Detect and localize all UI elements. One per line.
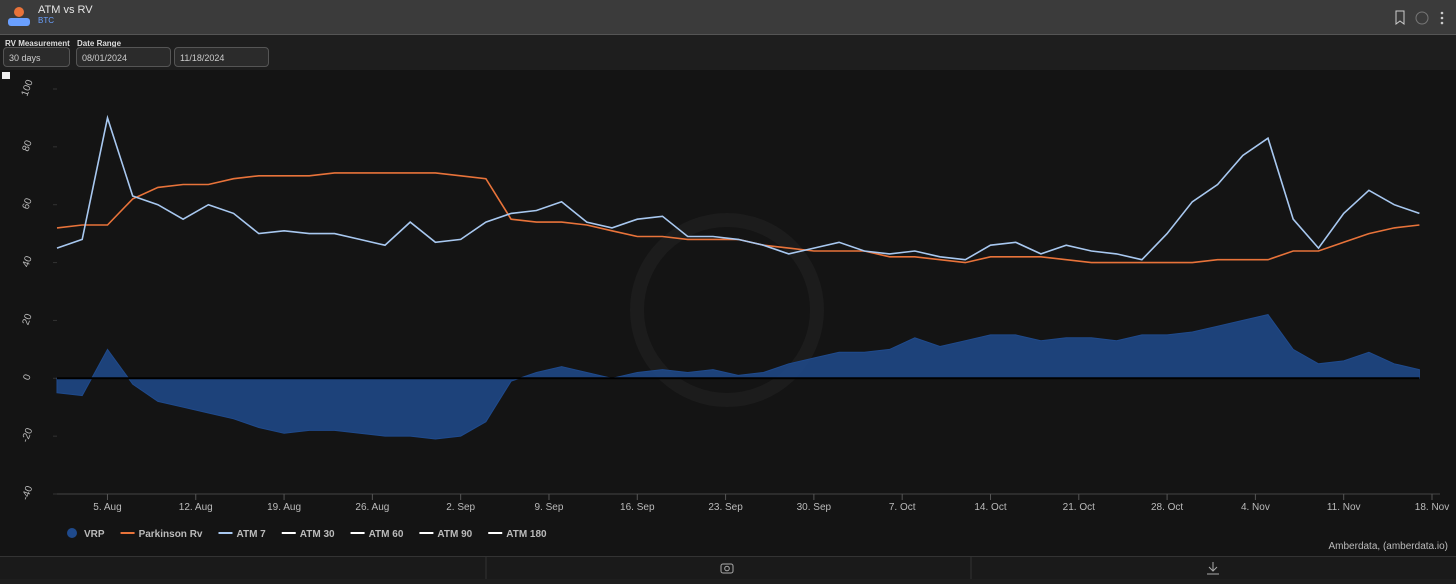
subtitle: BTC <box>38 16 54 25</box>
x-tick-label: 16. Sep <box>620 502 655 513</box>
legend-label: Parkinson Rv <box>139 529 203 540</box>
credit: Amberdata, (amberdata.io) <box>1328 541 1448 552</box>
footer <box>0 556 1456 579</box>
x-tick-label: 30. Sep <box>797 502 832 513</box>
watermark <box>630 213 824 407</box>
footer-icons[interactable] <box>0 557 1456 579</box>
x-tick-label: 19. Aug <box>267 502 301 513</box>
control-label: RV Measurement <box>5 39 70 48</box>
rv-input[interactable]: 30 days <box>3 47 70 67</box>
y-tick-label: 80 <box>21 138 35 153</box>
y-tick-label: -20 <box>20 426 35 444</box>
logo <box>8 7 30 26</box>
legend-label: ATM 30 <box>300 529 335 540</box>
header: ATM vs RV BTC <box>0 0 1456 35</box>
y-tick-label: 60 <box>21 196 35 211</box>
date-to[interactable]: 11/18/2024 <box>174 47 269 67</box>
legend-label: ATM 7 <box>236 529 266 540</box>
x-tick-label: 9. Sep <box>535 502 564 513</box>
reset-icon[interactable] <box>2 72 10 79</box>
x-tick-label: 14. Oct <box>974 502 1006 513</box>
y-tick-label: 20 <box>21 312 35 327</box>
series-line <box>56 114 1420 261</box>
x-tick-label: 12. Aug <box>179 502 213 513</box>
x-tick-label: 26. Aug <box>355 502 389 513</box>
control-label: Date Range <box>77 39 122 48</box>
y-tick-label: -40 <box>20 484 35 502</box>
date-from[interactable]: 08/01/2024 <box>76 47 171 67</box>
x-tick-label: 4. Nov <box>1241 502 1270 513</box>
x-tick-label: 21. Oct <box>1063 502 1095 513</box>
x-tick-label: 5. Aug <box>93 502 121 513</box>
legend-swatch <box>67 528 77 538</box>
x-tick-label: 7. Oct <box>889 502 916 513</box>
x-tick-label: 28. Oct <box>1151 502 1183 513</box>
legend-label: ATM 60 <box>369 529 404 540</box>
legend-label: ATM 180 <box>506 529 547 540</box>
plot-background <box>0 70 1456 556</box>
legend-label: ATM 90 <box>437 529 472 540</box>
y-tick-label: 0 <box>22 373 34 382</box>
vrp-area <box>56 314 1420 440</box>
x-tick-label: 2. Sep <box>446 502 475 513</box>
y-tick-label: 40 <box>21 254 35 269</box>
header-icons[interactable] <box>1392 8 1452 28</box>
title: ATM vs RV <box>38 4 93 16</box>
x-tick-label: 18. Nov <box>1415 502 1449 513</box>
legend-label: VRP <box>84 529 105 540</box>
x-tick-label: 23. Sep <box>708 502 743 513</box>
x-tick-label: 11. Nov <box>1327 502 1361 513</box>
